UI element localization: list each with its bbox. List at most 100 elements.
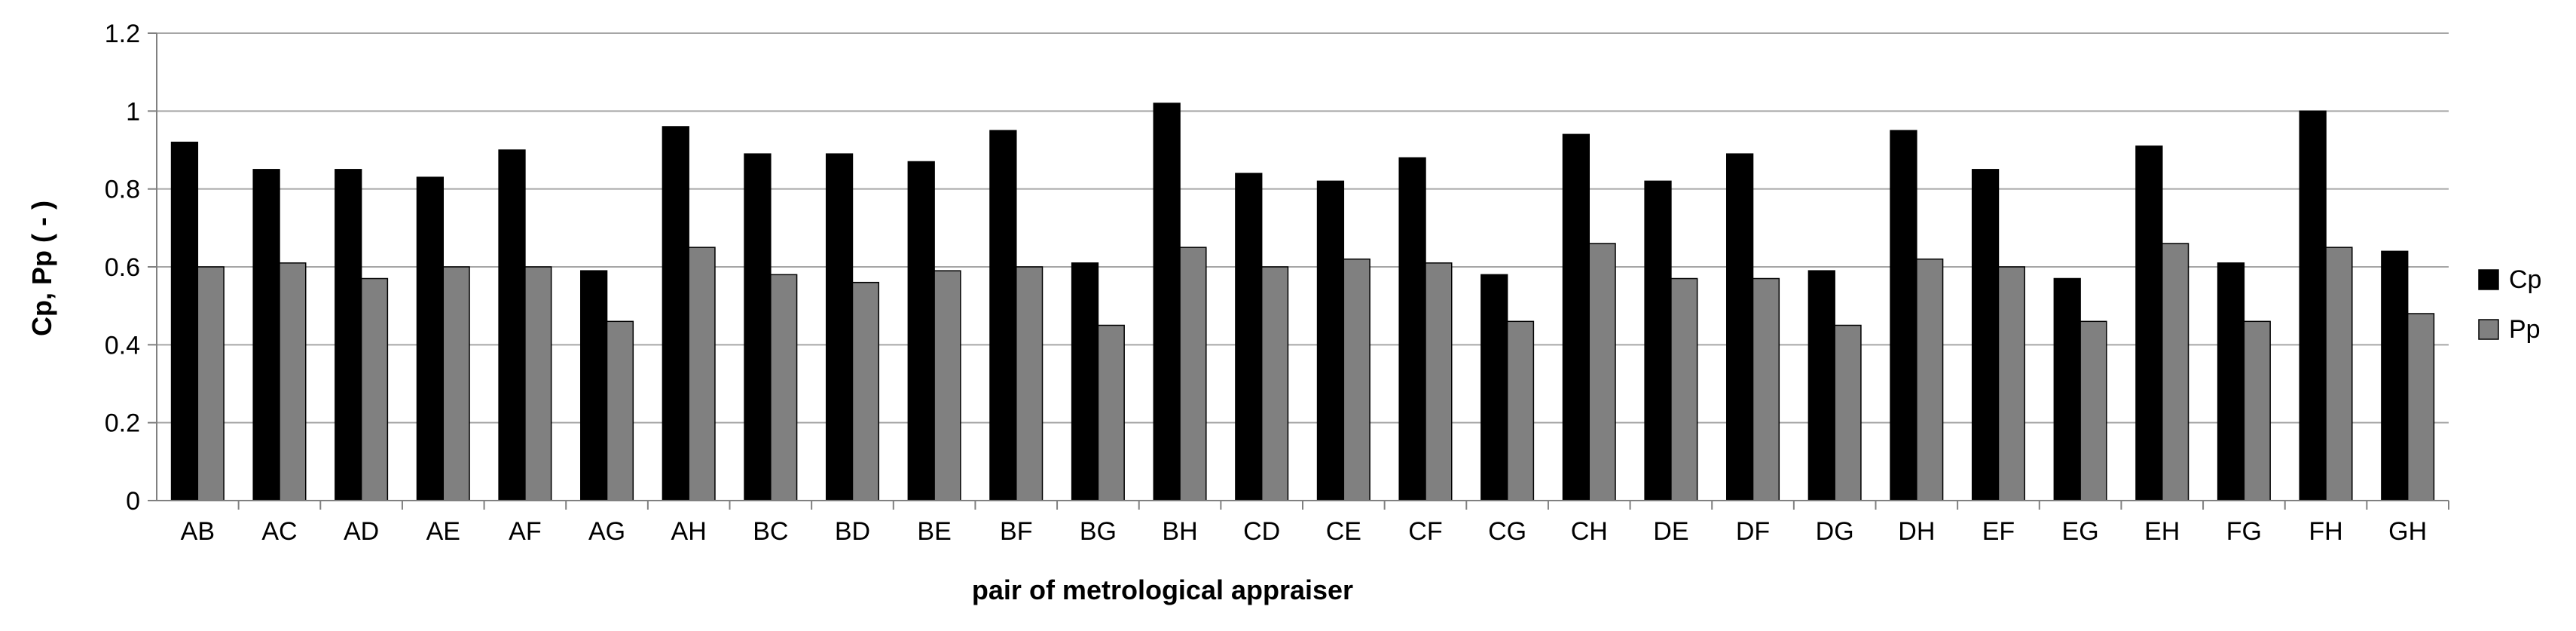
bar-cp-df xyxy=(1726,153,1754,501)
bar-pp-ac xyxy=(279,262,307,501)
x-tick-label: BG xyxy=(1080,517,1117,546)
bar-pp-fg xyxy=(2243,320,2271,501)
bar-cp-fg xyxy=(2217,262,2245,501)
bar-pp-bc xyxy=(770,274,798,501)
x-tick-label: DF xyxy=(1736,517,1770,546)
x-axis-title: pair of metrological appraiser xyxy=(972,574,1353,605)
bar-cp-ce xyxy=(1316,180,1345,501)
y-tick-label: 0.2 xyxy=(105,409,140,438)
bar-cp-ab xyxy=(170,141,199,501)
bar-pp-ef xyxy=(1997,266,2025,501)
x-tick-label: BC xyxy=(753,517,788,546)
bar-cp-ef xyxy=(1971,169,2000,501)
bar-pp-ah xyxy=(688,247,716,501)
x-tick-label: FG xyxy=(2226,517,2262,546)
bar-cp-bg xyxy=(1071,262,1099,501)
x-tick-label: DG xyxy=(1816,517,1854,546)
bar-pp-bf xyxy=(1016,266,1044,501)
x-tick-label: EH xyxy=(2144,517,2180,546)
bar-cp-ah xyxy=(662,126,689,501)
x-tick-label: AE xyxy=(426,517,460,546)
bar-pp-ad xyxy=(360,277,389,501)
legend-label-cp: Cp xyxy=(2509,265,2541,294)
x-tick-label: DE xyxy=(1653,517,1688,546)
x-tick-label: EG xyxy=(2062,517,2099,546)
x-tick-label: AH xyxy=(671,517,707,546)
legend: Cp Pp xyxy=(2478,265,2541,344)
bar-pp-ae xyxy=(442,266,470,501)
x-tick-label: BF xyxy=(1000,517,1032,546)
bar-cp-ch xyxy=(1562,133,1591,501)
bar-pp-ab xyxy=(197,266,225,501)
y-tick-label: 0.6 xyxy=(105,253,140,282)
bar-cp-be xyxy=(907,161,935,501)
bar-pp-ch xyxy=(1588,243,1616,501)
x-tick-label: AF xyxy=(509,517,541,546)
x-tick-label: AG xyxy=(588,517,625,546)
x-tick-label: BH xyxy=(1162,517,1197,546)
bar-cp-af xyxy=(498,149,526,501)
bar-cp-cf xyxy=(1398,157,1426,501)
x-tick-label: FH xyxy=(2309,517,2342,546)
bar-pp-be xyxy=(934,270,961,501)
x-tick-label: EF xyxy=(1982,517,2015,546)
bar-cp-eg xyxy=(2053,277,2081,501)
bar-pp-df xyxy=(1752,277,1780,501)
bar-pp-ce xyxy=(1343,258,1371,501)
x-tick-label: GH xyxy=(2388,517,2427,546)
bar-cp-bc xyxy=(744,153,772,501)
x-tick-label: BE xyxy=(917,517,951,546)
tick-labels: 0 0.2 0.4 0.6 0.8 1 1.2 AB AC AD AE AF AG AH BC BD BE BF B… xyxy=(105,20,2427,546)
bar-cp-gh xyxy=(2381,250,2409,501)
bar-cp-dh xyxy=(1890,130,1917,501)
y-tick-label: 0.8 xyxy=(105,176,140,204)
bar-pp-eg xyxy=(2079,320,2107,501)
bars xyxy=(170,103,2435,501)
bar-cp-de xyxy=(1644,180,1672,501)
bar-pp-dg xyxy=(1834,324,1862,501)
bar-cp-bf xyxy=(989,130,1017,501)
x-tick-label: AC xyxy=(261,517,297,546)
x-tick-label: BD xyxy=(835,517,870,546)
bar-cp-bd xyxy=(825,153,854,501)
bar-cp-cd xyxy=(1235,173,1263,501)
x-tick-label: DH xyxy=(1898,517,1935,546)
bar-cp-eh xyxy=(2135,145,2163,501)
bar-pp-eh xyxy=(2162,243,2189,501)
axes xyxy=(148,32,2449,510)
bar-pp-bd xyxy=(851,281,879,501)
bar-cp-ad xyxy=(335,169,362,501)
x-tick-label: CF xyxy=(1408,517,1442,546)
bar-cp-dg xyxy=(1807,270,1835,501)
bar-cp-ac xyxy=(252,169,280,501)
bar-pp-cf xyxy=(1425,262,1453,501)
bar-pp-fh xyxy=(2325,247,2353,501)
bar-pp-bg xyxy=(1097,324,1125,501)
y-tick-label: 1 xyxy=(126,97,140,126)
y-tick-label: 1.2 xyxy=(105,20,140,48)
y-tick-label: 0.4 xyxy=(105,331,140,360)
x-tick-label: CD xyxy=(1243,517,1280,546)
x-tick-label: AB xyxy=(181,517,215,546)
x-tick-label: CH xyxy=(1571,517,1608,546)
bar-pp-ag xyxy=(606,320,634,501)
legend-swatch-pp xyxy=(2478,319,2499,340)
bar-cp-ag xyxy=(580,270,608,501)
bar-cp-bh xyxy=(1153,103,1181,501)
bar-cp-cg xyxy=(1481,274,1508,501)
legend-label-pp: Pp xyxy=(2509,315,2541,344)
bar-pp-cd xyxy=(1260,266,1289,501)
bar-cp-ae xyxy=(416,176,445,501)
y-axis-title: Cp, Pp ( - ) xyxy=(26,201,57,336)
legend-swatch-cp xyxy=(2478,269,2499,290)
x-tick-label: AD xyxy=(344,517,379,546)
x-tick-label: CE xyxy=(1326,517,1361,546)
bar-pp-de xyxy=(1670,277,1698,501)
bar-pp-cg xyxy=(1506,320,1535,501)
bar-pp-gh xyxy=(2406,313,2435,501)
x-tick-label: CG xyxy=(1488,517,1526,546)
y-tick-label: 0 xyxy=(126,487,140,516)
bar-cp-fh xyxy=(2299,110,2327,501)
